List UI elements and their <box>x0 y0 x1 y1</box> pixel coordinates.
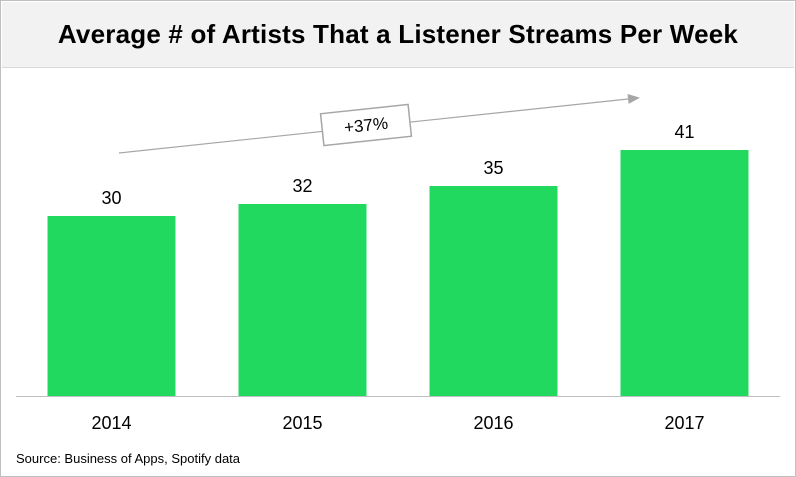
bar-2014 <box>47 216 176 396</box>
bars-layer: 30 2014 32 2015 35 2016 41 2017 <box>47 122 749 433</box>
x-tick-label-2015: 2015 <box>282 413 322 433</box>
chart-title-bar: Average # of Artists That a Listener Str… <box>2 2 794 68</box>
trend-annotation: +37% <box>118 94 640 154</box>
data-label-2017: 41 <box>674 122 694 142</box>
x-tick-label-2016: 2016 <box>473 413 513 433</box>
bar-2016 <box>429 186 558 396</box>
trend-arrow-head <box>627 94 640 104</box>
data-label-2015: 32 <box>292 176 312 196</box>
bar-2015 <box>238 204 367 396</box>
x-tick-label-2014: 2014 <box>91 413 131 433</box>
data-label-2016: 35 <box>483 158 503 178</box>
growth-callout-label: +37% <box>343 114 389 138</box>
data-label-2014: 30 <box>101 188 121 208</box>
growth-callout-box <box>319 103 413 147</box>
x-tick-label-2017: 2017 <box>664 413 704 433</box>
bar-2017 <box>620 150 749 396</box>
growth-callout: +37% <box>319 103 413 147</box>
chart-title: Average # of Artists That a Listener Str… <box>57 19 739 49</box>
source-note: Source: Business of Apps, Spotify data <box>16 451 241 466</box>
